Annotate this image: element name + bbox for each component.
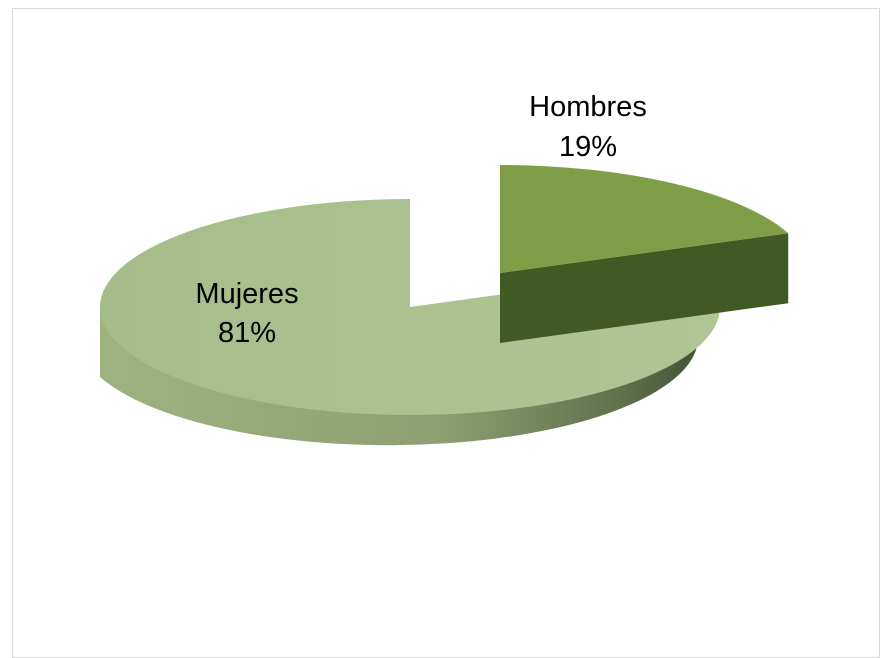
pie-slice-hombres-side — [500, 233, 789, 343]
pie-slice-hombres-top — [500, 164, 789, 273]
data-label-mujeres-percent: 81% — [218, 317, 276, 349]
pie-slice-mujeres — [100, 199, 721, 446]
pie-slice-mujeres-top — [100, 199, 721, 415]
data-label-mujeres-name: Mujeres — [195, 278, 298, 310]
data-label-hombres-name: Hombres — [529, 91, 647, 123]
pie-slice-hombres — [500, 164, 789, 343]
data-label-hombres-percent: 19% — [559, 131, 617, 163]
